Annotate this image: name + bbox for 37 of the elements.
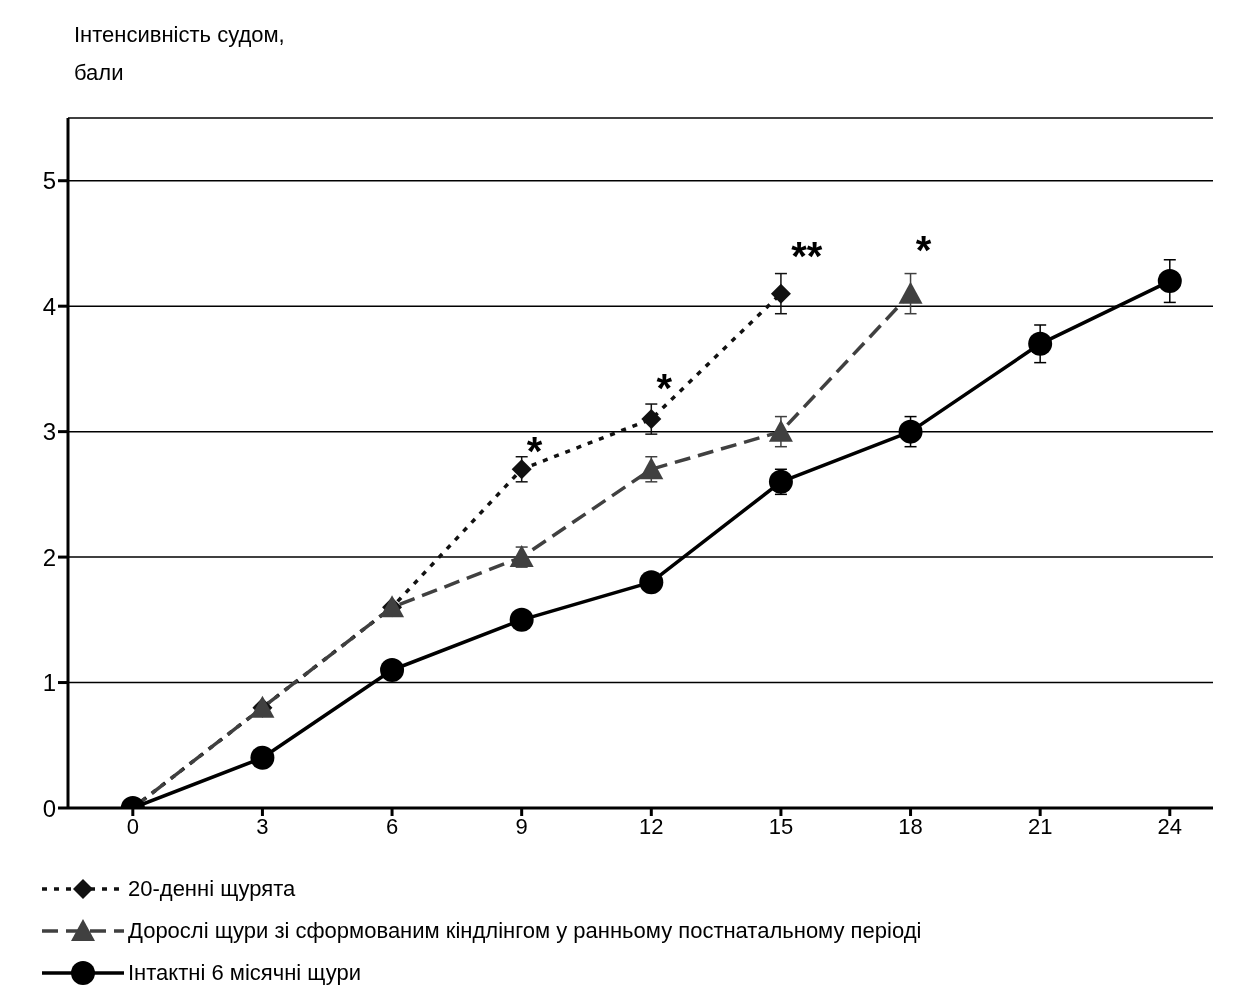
legend-label: Дорослі щури зі сформованим кіндлінгом у ранньому постнатальному періоді [128, 918, 922, 944]
y-tick-label: 4 [42, 292, 56, 320]
point [509, 545, 534, 568]
point [898, 419, 923, 444]
point [898, 281, 923, 304]
x-tick-label: 3 [256, 813, 269, 839]
y-tick-label: 5 [42, 167, 56, 195]
point [639, 457, 664, 480]
x-tick-label: 12 [639, 813, 664, 839]
y-tick-label: 2 [42, 543, 56, 571]
x-tick-label: 9 [515, 813, 528, 839]
point [509, 607, 534, 632]
y-tick-label: 3 [42, 418, 56, 446]
y-tick-label: 0 [42, 794, 56, 822]
x-tick-label: 15 [768, 813, 794, 839]
legend-label: Інтактні 6 місячні щури [128, 960, 361, 986]
annotation: ** [791, 234, 823, 279]
y-axis-title: Інтенсивність судом, бали [74, 21, 286, 87]
point [639, 570, 664, 595]
point [770, 283, 791, 304]
point [1157, 269, 1182, 294]
x-tick-label: 24 [1157, 813, 1183, 839]
point [768, 469, 793, 494]
point [768, 419, 793, 442]
x-tick-label: 6 [385, 813, 399, 839]
x-tick-label: 18 [898, 813, 923, 839]
x-tick-label: 21 [1027, 813, 1053, 839]
point [1028, 331, 1053, 356]
legend-label: 20-денні щурята [128, 876, 296, 902]
point [380, 658, 405, 682]
annotation: * [526, 428, 543, 473]
y-tick-label: 1 [42, 669, 56, 697]
point [250, 745, 275, 770]
x-tick-label: 0 [126, 813, 139, 839]
annotation: * [656, 365, 673, 410]
point [641, 409, 662, 430]
annotation: * [915, 227, 932, 272]
